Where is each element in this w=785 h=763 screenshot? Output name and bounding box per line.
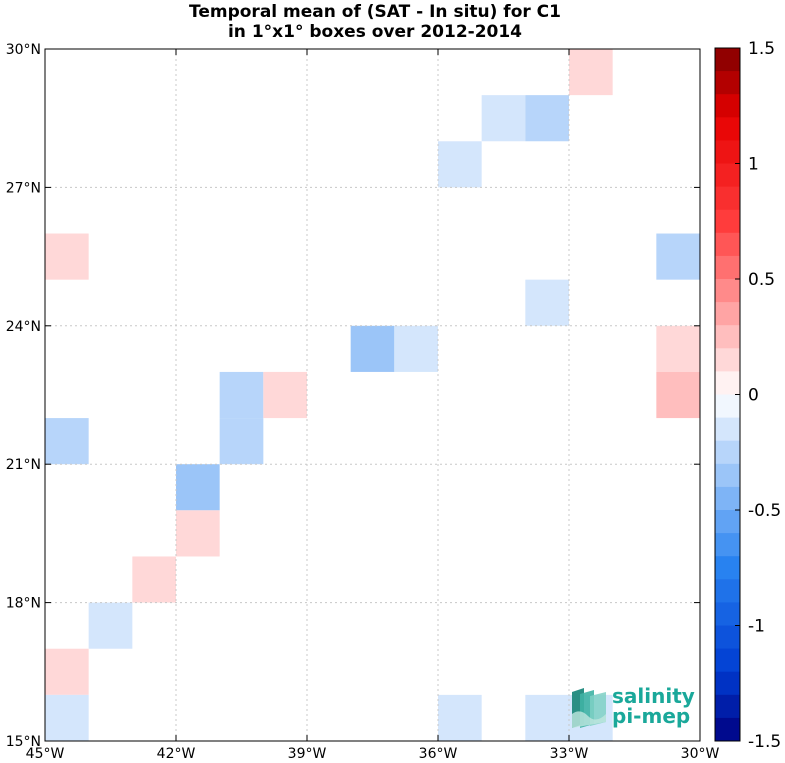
colorbar-tick-label: 0 [748, 386, 759, 406]
heatmap-cell [656, 371, 700, 419]
heatmap-cell [88, 602, 133, 649]
heatmap-cell [525, 279, 569, 326]
heatmap-cell [132, 556, 176, 603]
heatmap-cell [656, 325, 700, 372]
y-tick-label: 18°N [6, 596, 41, 612]
colorbar-segment [715, 348, 740, 372]
colorbar-segment [715, 648, 740, 673]
colorbar-segment [715, 48, 740, 72]
heatmap-cells [45, 49, 700, 741]
logo-text-salinity: salinity [612, 684, 695, 708]
colorbar-segment [715, 417, 740, 442]
x-tick-label: 39°W [288, 746, 327, 762]
x-tick-label: 30°W [681, 746, 720, 762]
colorbar-segment [715, 625, 740, 650]
y-tick-label: 21°N [6, 457, 41, 473]
colorbar-segment [715, 163, 740, 188]
x-tick-label: 45°W [26, 746, 65, 762]
colorbar-segment [715, 209, 740, 234]
colorbar-segment [715, 694, 740, 719]
colorbar-tick-label: -0.5 [748, 501, 781, 521]
colorbar-segment [715, 279, 740, 303]
colorbar-tick-label: 0.5 [748, 270, 775, 290]
heatmap-cell [45, 648, 89, 695]
colorbar-segment [715, 510, 740, 534]
colorbar-segment [715, 440, 740, 465]
heatmap-cell [45, 418, 89, 465]
heatmap-cell [525, 95, 569, 142]
heatmap-cell [45, 233, 89, 280]
colorbar-tick-label: -1.5 [748, 732, 781, 752]
colorbar-segment [715, 302, 740, 326]
heatmap-cell [656, 233, 700, 280]
colorbar-segment [715, 579, 740, 603]
y-tick-label: 24°N [6, 319, 41, 335]
plot-frame [44, 48, 701, 742]
chart-title-line1: Temporal mean of (SAT - In situ) for C1 [189, 2, 561, 22]
heatmap-cell [438, 141, 482, 188]
colorbar-segment [715, 394, 740, 419]
heatmap-cell [219, 371, 264, 419]
heatmap-cell [176, 464, 220, 511]
logo-text-pimep: pi-mep [612, 704, 691, 728]
colorbar-tick-label: 1 [748, 155, 759, 175]
colorbar-segment [715, 325, 740, 349]
heatmap-cell [176, 510, 220, 557]
x-tick-label: 36°W [419, 746, 458, 762]
colorbar-segment [715, 602, 740, 626]
x-tick-label: 42°W [157, 746, 196, 762]
x-tick-label: 33°W [550, 746, 589, 762]
salinity-pimep-logo: salinity pi-mep [570, 682, 700, 732]
heatmap-cell [569, 49, 613, 96]
y-tick-label: 27°N [6, 180, 41, 196]
y-tick-label: 30°N [6, 42, 41, 58]
colorbar-tick-label: -1 [748, 617, 765, 637]
heatmap-cell [219, 418, 264, 465]
y-axis-labels: 15°N 18°N 21°N 24°N 27°N 30°N [6, 42, 41, 750]
axis-ticks [44, 48, 701, 742]
chart-title-line2: in 1°x1° boxes over 2012-2014 [227, 22, 523, 42]
colorbar-segment [715, 140, 740, 164]
colorbar-labels: 1.5 1 0.5 0 -0.5 -1 -1.5 [735, 39, 781, 752]
heatmap-cell [45, 694, 89, 741]
heatmap-cell [394, 325, 438, 372]
colorbar-segment [715, 463, 740, 488]
colorbar-tick-label: 1.5 [748, 39, 775, 59]
heatmap-cell [350, 325, 395, 372]
grid-lines [45, 49, 700, 741]
colorbar-segment [715, 117, 740, 141]
colorbar-segment [715, 94, 740, 118]
colorbar-segment [715, 556, 740, 580]
x-axis-labels: 45°W 42°W 39°W 36°W 33°W 30°W [26, 746, 720, 762]
y-tick-label: 15°N [6, 734, 41, 750]
colorbar-segment [715, 71, 740, 95]
colorbar-segment [715, 186, 740, 211]
colorbar-segment [715, 232, 740, 257]
heatmap-cell [481, 95, 526, 142]
colorbar-segment [715, 533, 740, 557]
colorbar-segment [715, 255, 740, 280]
heatmap-cell [263, 371, 307, 419]
heatmap-cell [525, 694, 569, 741]
colorbar [714, 47, 741, 742]
colorbar-segment [715, 486, 740, 511]
heatmap-cell [438, 694, 482, 741]
colorbar-segment [715, 717, 740, 742]
colorbar-segment [715, 371, 740, 395]
wave-logo-icon [572, 688, 606, 728]
colorbar-segment [715, 671, 740, 696]
